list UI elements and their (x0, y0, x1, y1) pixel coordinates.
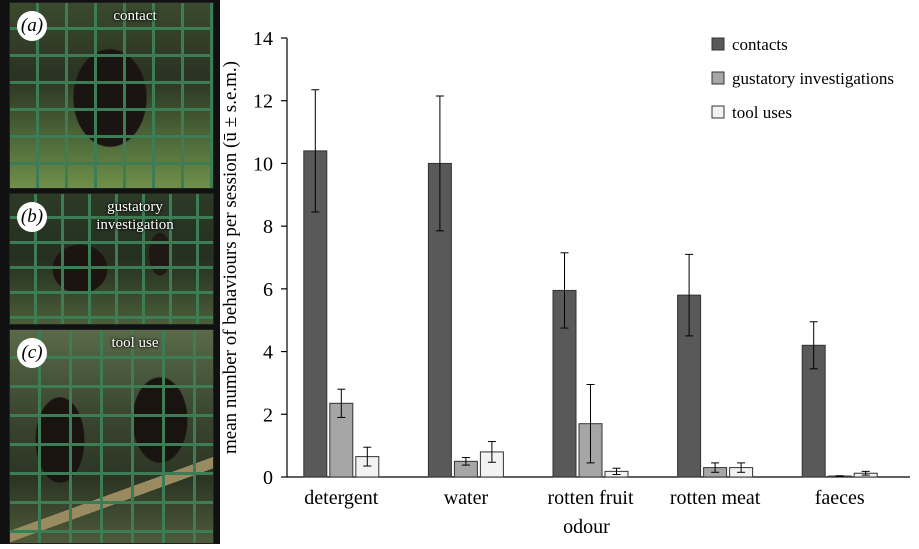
panel-label: (c) (17, 338, 47, 368)
panel-caption: gustatory investigation (96, 199, 174, 233)
panel-label: (a) (17, 11, 47, 41)
panel-label: (b) (17, 202, 47, 232)
legend-label: tool uses (732, 103, 792, 122)
legend-swatch (711, 71, 725, 85)
legend-label: gustatory investigations (732, 69, 894, 88)
x-tick-label: rotten meat (670, 487, 761, 509)
y-tick-label: 6 (263, 279, 273, 301)
cage-grid (10, 330, 213, 543)
photo-column: (a) contact (b) gustatory investigation … (0, 0, 220, 544)
x-tick-label: rotten fruit (547, 487, 634, 509)
x-axis-label: odour (563, 516, 610, 538)
panel-caption: contact (113, 8, 157, 24)
legend-label: contacts (732, 35, 788, 54)
x-tick-label: water (444, 487, 489, 509)
y-tick-label: 4 (263, 342, 273, 364)
legend-swatch (711, 105, 725, 119)
photo-panel-tool-use: (c) tool use (9, 329, 214, 544)
bar-chart: 0 2 4 6 8 10 12 14 mean number of behaviours per… (220, 0, 919, 544)
legend-swatch (711, 37, 725, 51)
y-tick-label: 14 (253, 28, 273, 50)
y-axis-label: mean number of behaviours per session (ū… (220, 61, 241, 454)
chart-svg: 0 2 4 6 8 10 12 14 mean number of behaviours per… (220, 28, 910, 538)
x-tick-label: faeces (815, 487, 865, 509)
y-tick-label: 12 (253, 91, 273, 113)
y-tick-label: 2 (263, 404, 273, 426)
y-tick-label: 8 (263, 216, 273, 238)
y-tick-label: 0 (263, 467, 273, 489)
panel-caption: tool use (111, 335, 159, 351)
x-tick-label: detergent (304, 487, 378, 509)
photo-panel-gustatory: (b) gustatory investigation (9, 193, 214, 325)
y-tick-label: 10 (253, 153, 273, 175)
photo-panel-contact: (a) contact (9, 2, 214, 189)
